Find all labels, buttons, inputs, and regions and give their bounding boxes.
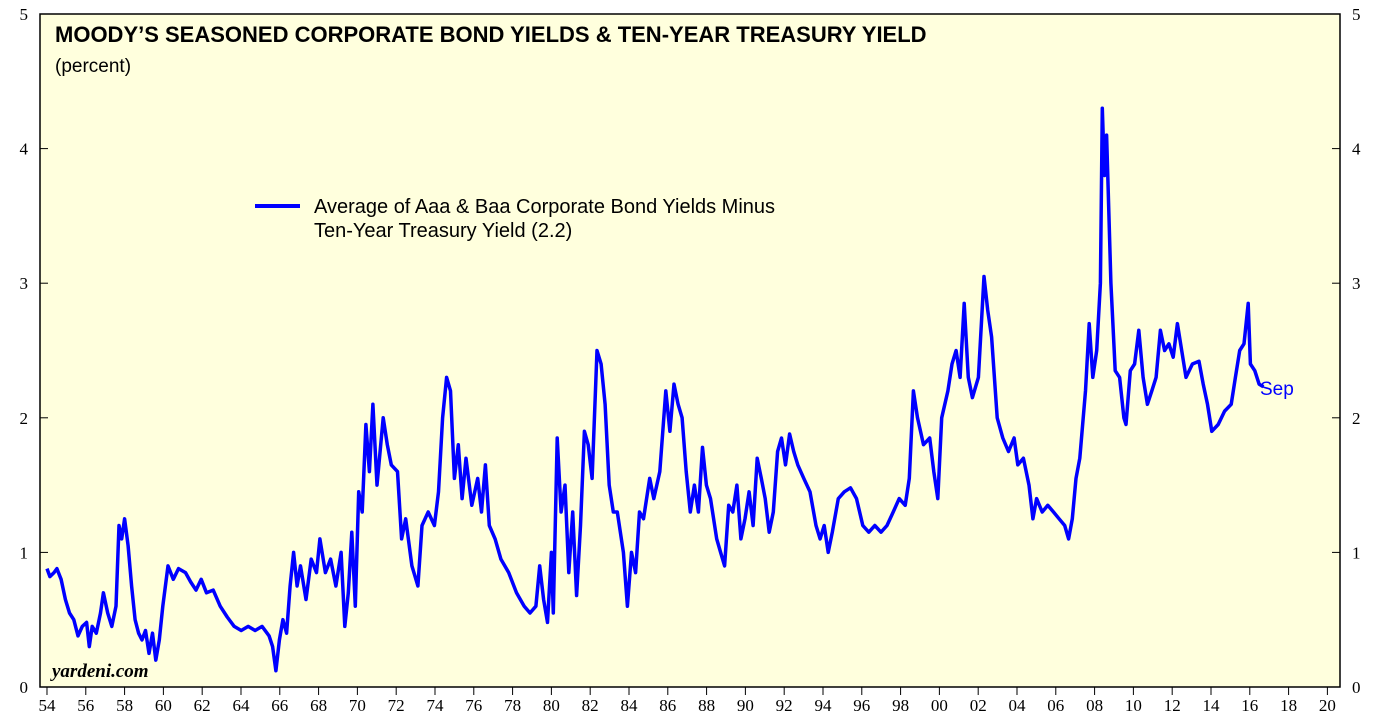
x-tick-label: 14 bbox=[1202, 696, 1220, 715]
x-tick-label: 84 bbox=[620, 696, 638, 715]
y2-tick-label: 1 bbox=[1352, 543, 1361, 562]
y-tick-label: 3 bbox=[20, 274, 29, 293]
plot-area bbox=[39, 13, 1341, 688]
y2-tick-label: 0 bbox=[1352, 678, 1361, 697]
annotation: Sep bbox=[1260, 379, 1294, 400]
x-tick-label: 86 bbox=[659, 696, 676, 715]
x-tick-label: 88 bbox=[698, 696, 715, 715]
y2-tick-label: 2 bbox=[1352, 409, 1361, 428]
x-tick-label: 20 bbox=[1319, 696, 1336, 715]
x-tick-label: 54 bbox=[38, 696, 56, 715]
y-tick-label: 1 bbox=[20, 543, 29, 562]
y-tick-label: 4 bbox=[20, 140, 29, 159]
x-tick-label: 60 bbox=[155, 696, 172, 715]
x-tick-label: 08 bbox=[1086, 696, 1103, 715]
source: yardeni.com bbox=[50, 661, 149, 682]
x-tick-label: 12 bbox=[1164, 696, 1181, 715]
x-tick-label: 02 bbox=[970, 696, 987, 715]
y-tick-label: 0 bbox=[20, 678, 29, 697]
x-tick-label: 80 bbox=[543, 696, 560, 715]
x-tick-label: 56 bbox=[77, 696, 94, 715]
x-tick-label: 94 bbox=[814, 696, 832, 715]
legend-label: Average of Aaa & Baa Corporate Bond Yiel… bbox=[314, 196, 776, 242]
x-tick-label: 16 bbox=[1241, 696, 1258, 715]
y-tick-label: 5 bbox=[20, 5, 29, 24]
x-tick-label: 98 bbox=[892, 696, 909, 715]
y2-tick-label: 4 bbox=[1352, 140, 1361, 159]
x-tick-label: 62 bbox=[194, 696, 211, 715]
x-tick-label: 76 bbox=[465, 696, 482, 715]
x-tick-label: 18 bbox=[1280, 696, 1297, 715]
x-tick-label: 82 bbox=[582, 696, 599, 715]
x-tick-label: 92 bbox=[776, 696, 793, 715]
x-tick-label: 58 bbox=[116, 696, 133, 715]
x-tick-label: 74 bbox=[426, 696, 444, 715]
x-tick-label: 70 bbox=[349, 696, 366, 715]
x-tick-label: 78 bbox=[504, 696, 521, 715]
y2-tick-label: 3 bbox=[1352, 274, 1361, 293]
x-tick-label: 90 bbox=[737, 696, 754, 715]
y2-tick-label: 5 bbox=[1352, 5, 1361, 24]
x-tick-label: 10 bbox=[1125, 696, 1142, 715]
chart-subtitle: (percent) bbox=[55, 56, 131, 77]
x-tick-label: 64 bbox=[232, 696, 250, 715]
x-tick-label: 96 bbox=[853, 696, 870, 715]
x-tick-label: 04 bbox=[1008, 696, 1026, 715]
x-tick-label: 66 bbox=[271, 696, 288, 715]
chart-title: MOODY’S SEASONED CORPORATE BOND YIELDS &… bbox=[55, 22, 927, 47]
x-tick-label: 00 bbox=[931, 696, 948, 715]
x-tick-label: 72 bbox=[388, 696, 405, 715]
x-tick-label: 68 bbox=[310, 696, 327, 715]
y-tick-label: 2 bbox=[20, 409, 29, 428]
data-line bbox=[45, 106, 1265, 673]
x-tick-label: 06 bbox=[1047, 696, 1064, 715]
